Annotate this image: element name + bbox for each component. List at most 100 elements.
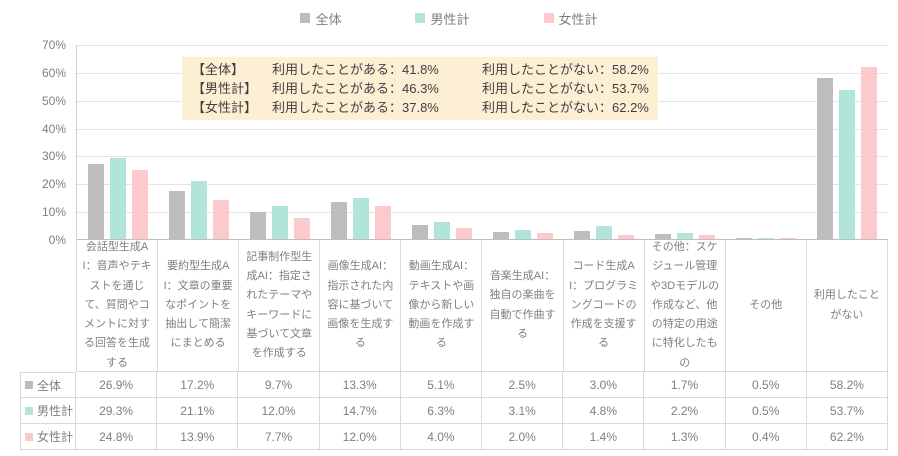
bar-group xyxy=(564,45,645,239)
bar-group xyxy=(482,45,563,239)
bar-全体 xyxy=(817,77,834,239)
bar-女性計 xyxy=(131,170,148,239)
bar-group xyxy=(239,45,320,239)
row-header-label: 男性計 xyxy=(37,404,74,418)
bar-女性計 xyxy=(537,233,554,239)
annotation-not-used: 利用したことがない：62.2% xyxy=(482,100,649,115)
bar-全体 xyxy=(655,234,672,239)
bar-女性計 xyxy=(455,227,472,239)
row-marker-swatch xyxy=(25,432,33,441)
gridline xyxy=(77,212,888,213)
table-cell: 26.9% xyxy=(76,372,158,398)
bar-女性計 xyxy=(699,235,716,239)
gridline xyxy=(77,129,888,130)
gridline xyxy=(77,184,888,185)
table-cell: 14.7% xyxy=(319,398,401,424)
legend-item: 女性計 xyxy=(543,9,598,27)
table-cell: 21.1% xyxy=(157,398,239,424)
bar-女性計 xyxy=(861,66,878,239)
legend-swatch xyxy=(300,13,311,23)
bar-男性計 xyxy=(839,90,856,239)
annotation-row: 【全体】 利用したことがある：41.8% 利用したことがない：58.2% xyxy=(192,60,649,79)
table-cell: 29.3% xyxy=(76,398,158,424)
bar-group xyxy=(158,45,239,239)
y-axis-tick-label: 50% xyxy=(41,93,66,108)
category-header-cell: 利用したことがない xyxy=(807,240,888,371)
category-header-cell: コード生成AI：プログラミングコードの作成を支援する xyxy=(564,240,645,371)
gridline xyxy=(77,45,888,46)
legend-label: 男性計 xyxy=(430,11,470,27)
bar-男性計 xyxy=(433,221,450,239)
bar-男性計 xyxy=(190,180,207,239)
row-marker-swatch xyxy=(25,406,33,415)
annotation-group: 【全体】 xyxy=(192,62,245,77)
bar-全体 xyxy=(411,224,428,239)
table-cell: 17.2% xyxy=(157,372,239,398)
bar-男性計 xyxy=(109,157,126,239)
table-cell: 0.4% xyxy=(725,424,807,450)
bar-男性計 xyxy=(596,225,613,239)
table-row-header: 全体 xyxy=(20,372,76,398)
legend-label: 女性計 xyxy=(558,11,598,27)
category-header-row: 会話型生成AI：音声やテキストを通じて、質問やコメントに対する回答を生成する 要約… xyxy=(76,240,888,372)
legend-swatch xyxy=(415,13,426,23)
y-axis-tick-label: 0% xyxy=(48,233,66,247)
table-cell: 9.7% xyxy=(238,372,320,398)
y-axis-tick-label: 40% xyxy=(41,121,66,136)
table-cell: 13.9% xyxy=(157,424,239,450)
table-row-header: 男性計 xyxy=(20,398,76,424)
table-cell: 13.3% xyxy=(319,372,401,398)
bar-groups xyxy=(77,45,888,239)
table-cell: 2.2% xyxy=(644,398,726,424)
table-cell: 12.0% xyxy=(319,424,401,450)
y-axis-tick-label: 70% xyxy=(41,38,66,52)
category-header-cell: その他 xyxy=(726,240,807,371)
bar-group xyxy=(807,45,888,239)
legend: 全体 男性計 女性計 xyxy=(0,9,898,27)
category-header-cell: 画像生成AI：指示された内容に基づいて画像を生成する xyxy=(320,240,402,371)
table-cell: 58.2% xyxy=(806,372,889,398)
legend-item: 男性計 xyxy=(415,9,470,27)
table-cell: 3.0% xyxy=(563,372,645,398)
bar-男性計 xyxy=(677,232,694,239)
bar-男性計 xyxy=(352,198,369,239)
row-marker-swatch xyxy=(25,381,33,389)
table-cell: 3.1% xyxy=(482,398,564,424)
annotation-row: 【女性計】 利用したことがある：37.8% 利用したことがない：62.2% xyxy=(192,98,649,117)
table-cell: 24.8% xyxy=(76,424,158,450)
bar-男性計 xyxy=(515,230,532,239)
table-cell: 6.3% xyxy=(400,398,483,424)
bar-group xyxy=(401,45,482,239)
table-row: 24.8% 13.9% 7.7% 12.0% 4.0% 2.0% 1.4% 1.3% 0.4% 6… xyxy=(76,424,889,450)
bar-全体 xyxy=(87,164,104,239)
table-cell: 1.3% xyxy=(644,424,726,450)
table-cell: 12.0% xyxy=(238,398,320,424)
bar-男性計 xyxy=(271,205,288,239)
category-header-cell: 動画生成AI：テキストや画像から新しい動画を作成する xyxy=(401,240,483,371)
plot-area xyxy=(76,45,888,240)
bar-group xyxy=(645,45,726,239)
bar-全体 xyxy=(736,237,753,239)
annotation-used: 利用したことがある：37.8% xyxy=(272,100,439,115)
bar-男性計 xyxy=(758,237,775,239)
category-header-cell: 記事制作型生成AI：指定されたテーマやキーワードに基づいて文章を作成する xyxy=(239,240,321,371)
category-header-cell: 要約型生成AI：文章の重要なポイントを抽出して簡潔にまとめる xyxy=(158,240,240,371)
category-header-cell: 音楽生成AI：独自の楽曲を自動で作曲する xyxy=(482,240,564,371)
row-header-label: 全体 xyxy=(37,378,62,393)
bar-group xyxy=(77,45,158,239)
table-cell: 2.5% xyxy=(482,372,564,398)
table-cell: 53.7% xyxy=(806,398,889,424)
legend-item: 全体 xyxy=(300,9,341,27)
y-axis-tick-label: 10% xyxy=(41,205,66,220)
bar-女性計 xyxy=(293,217,310,239)
table-cell: 4.8% xyxy=(563,398,645,424)
annotation-group: 【男性計】 xyxy=(192,81,258,96)
bar-group xyxy=(726,45,807,239)
table-cell: 62.2% xyxy=(806,424,889,450)
table-cell: 1.7% xyxy=(644,372,726,398)
bar-女性計 xyxy=(212,200,229,239)
annotation-used: 利用したことがある：41.8% xyxy=(272,62,439,77)
legend-label: 全体 xyxy=(315,11,342,27)
y-axis-tick-label: 20% xyxy=(41,177,66,192)
